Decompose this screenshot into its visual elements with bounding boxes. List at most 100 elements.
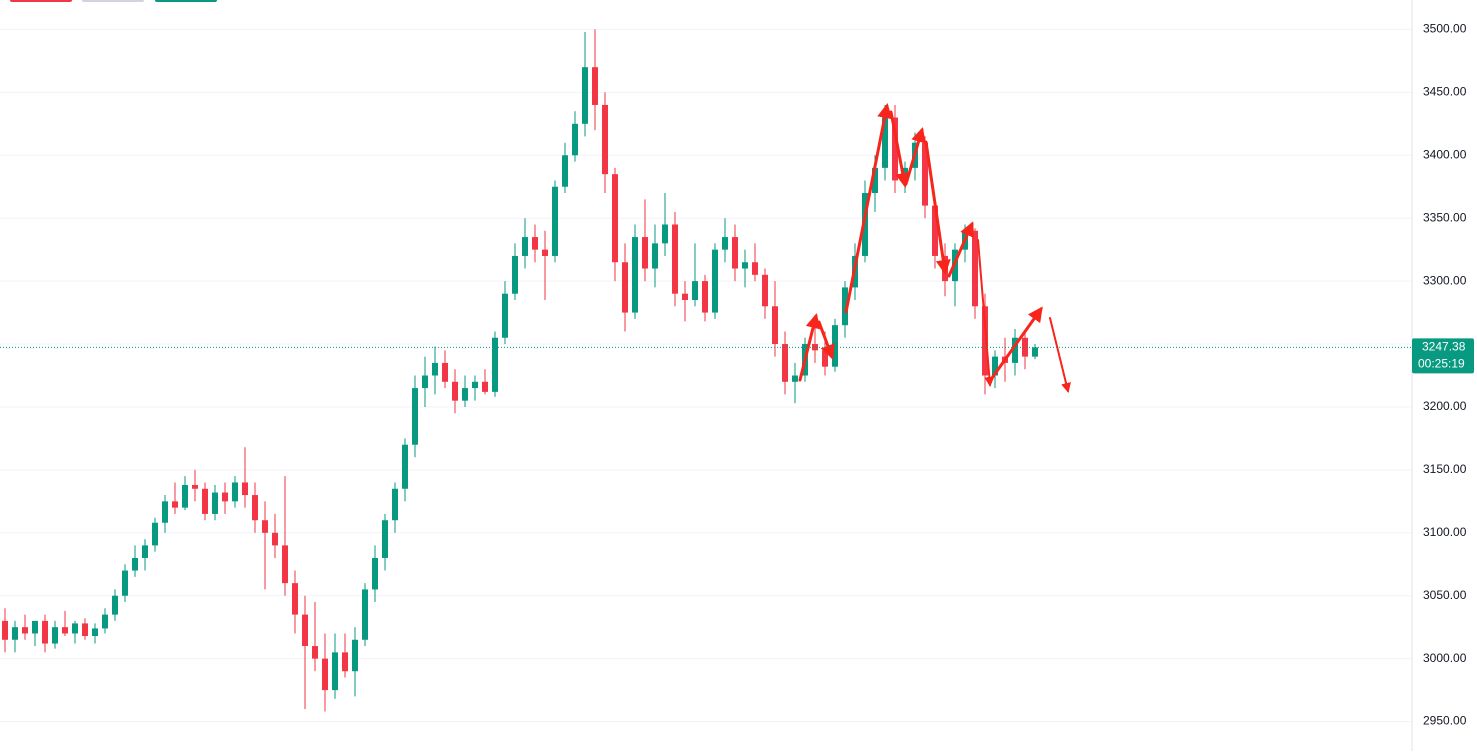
candle-body: [812, 344, 818, 351]
y-tick-label: 3300.00: [1423, 273, 1467, 287]
candle-body: [1012, 337, 1018, 363]
candle-body: [242, 482, 248, 496]
candle-body: [992, 356, 998, 376]
candle-body: [142, 545, 148, 558]
arrow: [817, 320, 835, 360]
arrow: [798, 313, 821, 382]
candle-body: [662, 224, 668, 244]
candle-body: [762, 274, 768, 307]
candle-body: [302, 614, 308, 647]
candle-body: [182, 484, 188, 508]
candle-body: [512, 255, 518, 294]
candle-body: [572, 123, 578, 156]
candle-body: [82, 623, 88, 636]
candle-body: [492, 337, 498, 392]
candle-body: [212, 492, 218, 514]
y-tick-label: 2950.00: [1423, 714, 1467, 728]
candle-body: [772, 306, 778, 345]
candle-body: [752, 262, 758, 275]
candle-body: [682, 293, 688, 300]
candle-body: [922, 142, 928, 206]
candle-body: [642, 237, 648, 269]
candle-body: [442, 362, 448, 382]
arrow: [977, 239, 995, 387]
toolbar-tab[interactable]: [155, 0, 217, 2]
candle-body: [1022, 337, 1028, 357]
candle-body: [122, 570, 128, 596]
arrow: [947, 221, 975, 278]
y-tick-label: 3100.00: [1423, 525, 1467, 539]
candle-body: [412, 388, 418, 445]
candle-body: [782, 344, 788, 382]
candle-body: [632, 237, 638, 313]
candle-body: [132, 557, 138, 571]
candle-body: [372, 557, 378, 590]
candle-body: [42, 620, 48, 644]
candle-body: [612, 174, 618, 263]
candle-body: [422, 375, 428, 389]
candle-body: [92, 628, 98, 636]
candle-body: [652, 243, 658, 269]
candle-body: [862, 193, 868, 256]
candle-body: [272, 532, 278, 546]
candle-body: [582, 67, 588, 124]
candle-body: [462, 388, 468, 401]
candle-body: [252, 495, 258, 521]
arrow: [924, 140, 951, 275]
candle-body: [162, 501, 168, 523]
candle-body: [12, 627, 18, 640]
candle-body: [602, 104, 608, 175]
candle-body: [542, 249, 548, 256]
candle-body: [502, 293, 508, 338]
candle-body: [672, 224, 678, 294]
candle-body: [712, 249, 718, 313]
candle-body: [552, 186, 558, 256]
candle-body: [872, 167, 878, 194]
y-tick-label: 3000.00: [1423, 651, 1467, 665]
y-tick-label: 3200.00: [1423, 399, 1467, 413]
candle-body: [732, 237, 738, 269]
toolbar-tab[interactable]: [10, 0, 72, 2]
candle-body: [742, 262, 748, 269]
arrow: [889, 110, 911, 188]
candle-body: [1032, 347, 1038, 357]
candle-body: [892, 117, 898, 181]
candle-body: [522, 237, 528, 256]
grid: [0, 28, 1412, 723]
countdown-label: 00:25:19: [1418, 357, 1465, 371]
toolbar-tab[interactable]: [82, 0, 144, 2]
candle-body: [262, 520, 268, 533]
candle-body: [882, 117, 888, 168]
candle-body: [702, 281, 708, 313]
candle-body: [312, 646, 318, 659]
candle-body: [232, 482, 238, 502]
candle-body: [822, 350, 828, 367]
arrow: [904, 127, 926, 186]
candle-body: [292, 583, 298, 615]
candle-body: [842, 287, 848, 326]
candle-body: [432, 362, 438, 376]
candle-body: [792, 375, 798, 382]
candle-body: [472, 381, 478, 389]
candle-body: [402, 444, 408, 489]
candle-body: [222, 492, 228, 502]
last-price-label: 3247.38: [1422, 340, 1466, 354]
candle-body: [172, 501, 178, 508]
candle-body: [392, 488, 398, 521]
candle-body: [2, 620, 8, 640]
candle-body: [532, 237, 538, 250]
candle-body: [562, 155, 568, 187]
candle-body: [72, 623, 78, 634]
candle-body: [282, 545, 288, 584]
candle-body: [692, 281, 698, 300]
candle-body: [22, 627, 28, 634]
candle-body: [832, 325, 838, 367]
candle-body: [342, 652, 348, 672]
candle-body: [452, 381, 458, 401]
arrow: [990, 306, 1043, 380]
annotations: [798, 103, 1071, 393]
y-tick-label: 3150.00: [1423, 462, 1467, 476]
candle-body: [112, 595, 118, 615]
y-tick-label: 3400.00: [1423, 147, 1467, 161]
